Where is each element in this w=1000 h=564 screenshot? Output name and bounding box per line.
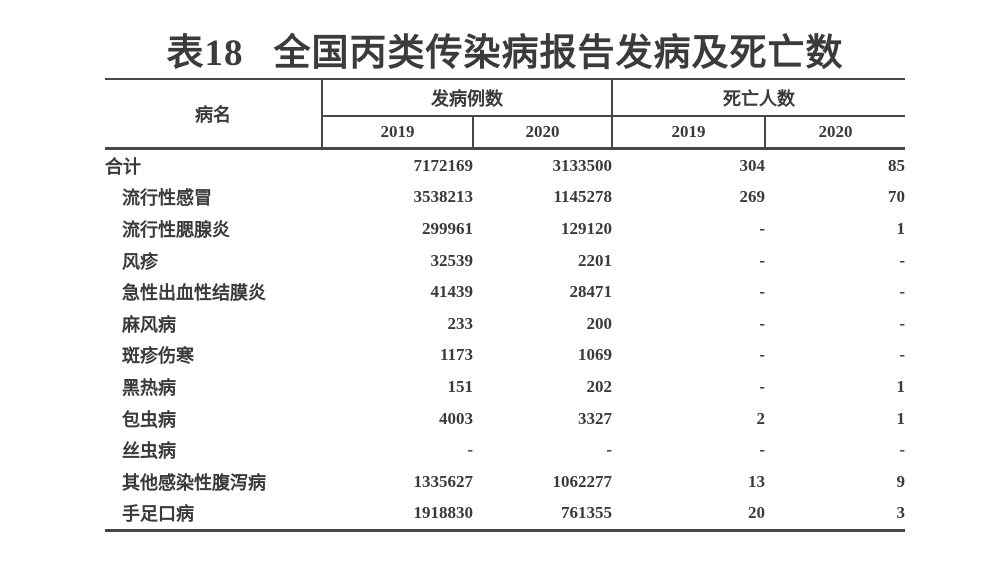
disease-name: 麻风病 [122, 314, 176, 335]
disease-name: 合计 [105, 156, 141, 177]
cases-2019: 151 [447, 376, 474, 396]
deaths-2020: 3 [896, 503, 906, 523]
table-row: 丝虫病 - - - - [105, 434, 905, 466]
deaths-2019: - [759, 250, 765, 270]
disease-name: 丝虫病 [122, 441, 176, 462]
cases-2019: 4003 [439, 408, 473, 428]
cases-2019: 1173 [439, 345, 473, 365]
cases-2019: - [467, 440, 473, 460]
deaths-2019: 20 [748, 503, 765, 523]
deaths-2020: - [899, 250, 905, 270]
cases-2020: 3327 [578, 408, 612, 428]
cases-2020: 761355 [561, 503, 612, 523]
deaths-2019: - [759, 282, 765, 302]
table-row: 手足口病 1918830 761355 20 3 [105, 498, 905, 531]
table-row: 包虫病 4003 3327 2 1 [105, 403, 905, 435]
disease-name: 流行性腮腺炎 [122, 219, 230, 240]
deaths-2020: 1 [896, 408, 906, 428]
deaths-2019: 304 [739, 155, 766, 175]
col-header-deaths-2020: 2020 [765, 116, 905, 150]
deaths-2019: - [759, 218, 765, 238]
deaths-2019: 13 [748, 471, 765, 491]
table-row: 急性出血性结膜炎 41439 28471 - - [105, 276, 905, 308]
disease-name: 包虫病 [122, 409, 176, 430]
cases-2020: 1145278 [553, 187, 612, 207]
deaths-2020: - [899, 440, 905, 460]
disease-name: 其他感染性腹泻病 [122, 472, 266, 493]
disease-name: 流行性感冒 [122, 188, 212, 209]
table-row: 黑热病 151 202 - 1 [105, 371, 905, 403]
col-header-deaths-2019: 2019 [612, 116, 766, 150]
col-header-disease: 病名 [105, 79, 323, 150]
table-number: 表18 [166, 33, 244, 74]
col-header-cases-2019: 2019 [322, 116, 474, 150]
table-row: 斑疹伤寒 1173 1069 - - [105, 340, 905, 372]
deaths-2019: - [759, 440, 765, 460]
deaths-2019: 2 [756, 408, 766, 428]
col-header-deaths-group: 死亡人数 [612, 79, 905, 117]
deaths-2019: - [759, 376, 765, 396]
deaths-2019: - [759, 313, 765, 333]
cases-2020: 1069 [578, 345, 612, 365]
deaths-2019: - [759, 345, 765, 365]
cases-2020: 1062277 [552, 471, 613, 491]
cases-2019: 1918830 [413, 503, 474, 523]
cases-2020: 3133500 [552, 155, 613, 175]
disease-name: 手足口病 [122, 504, 194, 525]
cases-2020: 28471 [569, 282, 613, 302]
cases-2020: 129120 [561, 218, 612, 238]
cases-2019: 32539 [430, 250, 474, 270]
deaths-2020: - [899, 282, 905, 302]
table-row: 麻风病 233 200 - - [105, 308, 905, 340]
deaths-2019: 269 [739, 187, 766, 207]
col-header-cases-2020: 2020 [473, 116, 613, 150]
col-header-cases-group: 发病例数 [322, 79, 613, 117]
deaths-2020: 1 [896, 376, 906, 396]
statistics-table: 病名 发病例数 死亡人数 2019 2020 2019 2020 合计 7172… [105, 78, 905, 533]
deaths-2020: 70 [888, 187, 905, 207]
table-row: 其他感染性腹泻病 1335627 1062277 13 9 [105, 466, 905, 498]
cases-2019: 233 [447, 313, 474, 333]
cases-2019: 41439 [430, 282, 474, 302]
disease-name: 急性出血性结膜炎 [122, 283, 266, 304]
cases-2020: 200 [586, 313, 613, 333]
disease-name: 黑热病 [122, 377, 176, 398]
cases-2019: 1335627 [413, 471, 474, 491]
cases-2019: 3538213 [413, 187, 474, 207]
table-row: 流行性感冒 3538213 1145278 269 70 [105, 182, 905, 214]
cases-2020: - [606, 440, 612, 460]
cases-2020: 2201 [578, 250, 612, 270]
table-title: 表18 全国丙类传染病报告发病及死亡数 [105, 22, 905, 76]
cases-2019: 299961 [422, 218, 473, 238]
table-row: 风疹 32539 2201 - - [105, 245, 905, 277]
cases-2020: 202 [586, 376, 613, 396]
deaths-2020: - [899, 345, 905, 365]
header-row-groups: 病名 发病例数 死亡人数 [105, 79, 905, 150]
deaths-2020: 85 [888, 155, 905, 175]
deaths-2020: 1 [896, 218, 906, 238]
deaths-2020: - [899, 313, 905, 333]
deaths-2020: 9 [896, 471, 906, 491]
table-row: 流行性腮腺炎 299961 129120 - 1 [105, 213, 905, 245]
header-row-years: 2019 2020 2019 2020 [105, 116, 905, 150]
disease-name: 斑疹伤寒 [122, 346, 194, 367]
table-title-text: 全国丙类传染病报告发病及死亡数 [273, 33, 844, 74]
disease-name: 风疹 [122, 251, 158, 272]
table-row-total: 合计 7172169 3133500 304 85 [105, 149, 905, 182]
cases-2019: 7172169 [413, 155, 474, 175]
